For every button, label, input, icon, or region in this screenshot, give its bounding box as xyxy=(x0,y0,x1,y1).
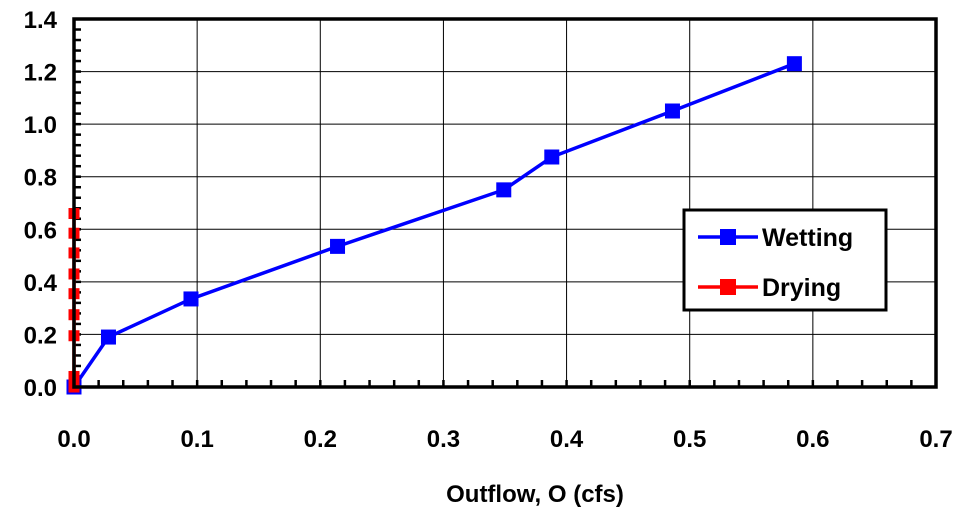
data-point xyxy=(183,291,199,307)
y-tick-label: 1.0 xyxy=(24,112,57,139)
legend: Wetting Drying xyxy=(682,208,888,312)
legend-item-wetting: Wetting xyxy=(698,224,853,252)
plot-frame xyxy=(72,17,938,389)
legend-item-drying: Drying xyxy=(698,274,841,302)
data-point xyxy=(544,149,560,165)
gridlines xyxy=(73,18,937,388)
x-tick-label: 0.7 xyxy=(919,426,952,453)
legend-box xyxy=(682,208,888,312)
legend-marker xyxy=(720,229,736,245)
data-point xyxy=(330,238,346,254)
legend-label: Wetting xyxy=(762,224,853,252)
y-tick-label: 0.0 xyxy=(24,375,57,402)
data-point xyxy=(786,56,802,72)
data-point xyxy=(496,182,512,198)
x-tick-label: 0.2 xyxy=(304,426,337,453)
y-tick-label: 0.8 xyxy=(24,165,57,192)
plot-area xyxy=(66,17,938,395)
x-axis-label: Outflow, O (cfs) xyxy=(446,481,624,508)
legend-label: Drying xyxy=(762,274,841,302)
data-point xyxy=(664,103,680,119)
x-tick-label: 0.1 xyxy=(180,426,213,453)
series-wetting xyxy=(66,56,802,395)
x-axis-tick-labels: 0.0 0.1 0.2 0.3 0.4 0.5 0.6 0.7 xyxy=(57,426,952,453)
series-line-wetting xyxy=(72,62,796,388)
y-tick-label: 0.2 xyxy=(24,322,57,349)
y-axis-tick-labels: 0.0 0.2 0.4 0.6 0.8 1.0 1.2 1.4 xyxy=(24,7,58,402)
y-tick-label: 0.4 xyxy=(24,270,58,297)
x-tick-label: 0.3 xyxy=(427,426,460,453)
y-tick-label: 1.2 xyxy=(24,60,57,87)
x-tick-label: 0.0 xyxy=(57,426,90,453)
x-tick-label: 0.5 xyxy=(673,426,706,453)
y-tick-label: 1.4 xyxy=(24,7,58,34)
x-tick-label: 0.4 xyxy=(550,426,584,453)
x-tick-label: 0.6 xyxy=(796,426,829,453)
legend-marker xyxy=(720,279,736,295)
plot-background xyxy=(74,19,936,387)
y-tick-label: 0.6 xyxy=(24,217,57,244)
data-point xyxy=(100,329,116,345)
